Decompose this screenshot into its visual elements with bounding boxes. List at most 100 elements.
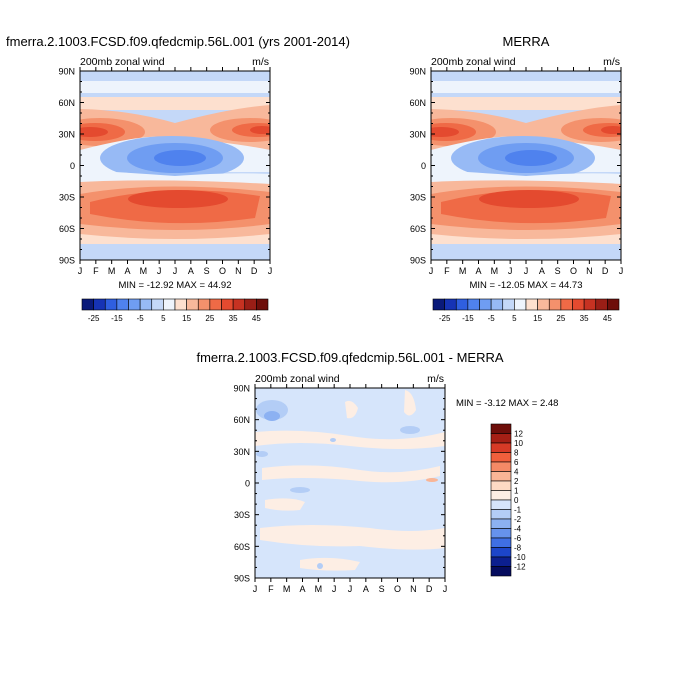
- colorbar-swatch: [104, 298, 118, 311]
- x-tick-label: M: [491, 266, 499, 276]
- x-tick-label: M: [140, 266, 148, 276]
- colorbar-label: -5: [488, 314, 496, 323]
- colorbar-swatch: [490, 518, 512, 529]
- model-panel-left-label: 200mb zonal wind: [80, 56, 165, 68]
- colorbar-label: 25: [556, 314, 565, 323]
- colorbar-label: 10: [514, 439, 523, 448]
- colorbar-label: -5: [137, 314, 145, 323]
- y-tick-label: 60N: [58, 98, 75, 108]
- colorbar-label: 25: [205, 314, 214, 323]
- x-tick-label: O: [219, 266, 226, 276]
- colorbar-swatch: [490, 509, 512, 520]
- colorbar-label: -25: [88, 314, 100, 323]
- colorbar-label: -10: [514, 553, 526, 562]
- colorbar-swatch: [490, 490, 512, 501]
- x-tick-label: J: [348, 584, 353, 594]
- y-tick-label: 0: [245, 479, 250, 489]
- colorbar-swatch: [455, 298, 469, 311]
- colorbar-swatch: [560, 298, 573, 311]
- y-tick-label: 90N: [409, 67, 426, 77]
- difference-field: [255, 388, 445, 578]
- colorbar-swatch: [444, 298, 457, 311]
- colorbar-swatch: [490, 423, 512, 434]
- x-tick-label: A: [539, 266, 545, 276]
- x-tick-label: D: [602, 266, 609, 276]
- x-tick-label: D: [426, 584, 433, 594]
- colorbar-swatch: [163, 298, 176, 311]
- merra-field: [431, 71, 621, 260]
- colorbar-swatch: [572, 298, 585, 311]
- model-panel-units: m/s: [252, 56, 269, 68]
- x-tick-label: O: [394, 584, 401, 594]
- colorbar-swatch: [221, 298, 234, 311]
- colorbar-label: 6: [514, 458, 519, 467]
- x-tick-label: S: [204, 266, 210, 276]
- colorbar-swatch: [256, 298, 269, 311]
- model-field: [80, 71, 270, 260]
- y-tick-label: 30N: [58, 130, 75, 140]
- x-tick-label: J: [443, 584, 448, 594]
- colorbar-swatch: [432, 298, 445, 311]
- difference-panel-units: m/s: [427, 373, 444, 385]
- colorbar-swatch: [186, 298, 199, 311]
- colorbar-swatch: [525, 298, 538, 311]
- colorbar-swatch: [490, 528, 512, 539]
- colorbar-swatch: [244, 298, 257, 311]
- x-tick-label: N: [586, 266, 593, 276]
- y-tick-label: 60S: [410, 224, 426, 234]
- colorbar-swatch: [128, 298, 141, 311]
- colorbar-label: 15: [182, 314, 191, 323]
- colorbar-label: -15: [111, 314, 123, 323]
- colorbar-swatch: [514, 298, 527, 311]
- x-tick-label: A: [188, 266, 194, 276]
- model-panel-stats: MIN = -12.92 MAX = 44.92: [118, 280, 231, 291]
- merra-panel-left-label: 200mb zonal wind: [431, 56, 516, 68]
- x-tick-label: J: [78, 266, 83, 276]
- colorbar-swatch: [502, 298, 515, 311]
- difference-panel-stats: MIN = -3.12 MAX = 2.48: [456, 398, 558, 409]
- x-tick-label: A: [124, 266, 130, 276]
- colorbar-swatch: [583, 298, 597, 311]
- colorbar-swatch: [490, 442, 512, 453]
- colorbar-label: 8: [514, 449, 519, 458]
- x-tick-label: A: [299, 584, 305, 594]
- colorbar-swatch: [467, 298, 480, 311]
- difference-panel: fmerra.2.1003.FCSD.f09.qfedcmip.56L.001 …: [196, 350, 558, 594]
- colorbar-swatch: [490, 480, 512, 491]
- x-tick-label: A: [475, 266, 481, 276]
- colorbar-swatch: [537, 298, 550, 311]
- colorbar-label: 5: [512, 314, 517, 323]
- colorbar-label: -2: [514, 515, 522, 524]
- colorbar-label: -12: [514, 563, 526, 572]
- colorbar-label: 35: [229, 314, 238, 323]
- y-tick-label: 90N: [233, 384, 250, 394]
- colorbar-swatch: [548, 298, 562, 311]
- x-tick-label: J: [157, 266, 162, 276]
- y-tick-label: 60S: [234, 542, 250, 552]
- colorbar-swatch: [490, 499, 512, 510]
- colorbar-swatch: [116, 298, 129, 311]
- y-tick-label: 30S: [234, 510, 250, 520]
- y-tick-label: 0: [70, 161, 75, 171]
- colorbar-swatch: [490, 566, 512, 577]
- colorbar-swatch: [81, 298, 94, 311]
- x-tick-label: O: [570, 266, 577, 276]
- colorbar-swatch: [490, 471, 512, 482]
- colorbar-swatch: [490, 452, 512, 463]
- colorbar-label: -1: [514, 506, 522, 515]
- y-tick-label: 90N: [58, 67, 75, 77]
- model-y-ticks: 90N 60N 30N 0 30S 60S 90S: [58, 67, 270, 266]
- x-tick-label: J: [429, 266, 434, 276]
- colorbar-swatch: [197, 298, 211, 311]
- colorbar-swatch: [139, 298, 153, 311]
- x-tick-label: J: [332, 584, 337, 594]
- colorbar-label: 35: [580, 314, 589, 323]
- y-tick-label: 0: [421, 161, 426, 171]
- model-panel: fmerra.2.1003.FCSD.f09.qfedcmip.56L.001 …: [6, 34, 350, 323]
- x-tick-label: F: [93, 266, 99, 276]
- y-tick-label: 60N: [233, 415, 250, 425]
- colorbar-swatch: [607, 298, 620, 311]
- colorbar-swatch: [174, 298, 187, 311]
